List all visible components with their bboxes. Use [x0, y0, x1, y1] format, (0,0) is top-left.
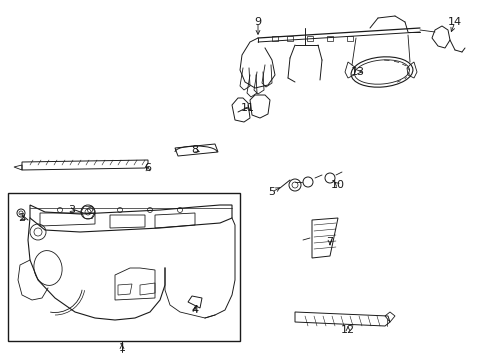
Text: 1: 1: [118, 343, 125, 353]
Text: 14: 14: [447, 17, 461, 27]
Bar: [346, 36, 352, 41]
Bar: [306, 36, 312, 41]
Text: 11: 11: [241, 103, 254, 113]
Bar: [8, 193, 240, 341]
Text: 8: 8: [191, 145, 198, 155]
Text: 4: 4: [191, 305, 198, 315]
Text: 3: 3: [68, 205, 75, 215]
Text: 13: 13: [350, 67, 364, 77]
Text: 10: 10: [330, 180, 345, 190]
Text: 12: 12: [340, 325, 354, 335]
Bar: [286, 36, 292, 41]
Text: 5: 5: [268, 187, 275, 197]
Text: 6: 6: [144, 163, 151, 173]
Text: 2: 2: [19, 213, 25, 223]
Text: 7: 7: [326, 237, 333, 247]
Text: 9: 9: [254, 17, 261, 27]
Bar: [326, 36, 332, 41]
Bar: [271, 36, 278, 41]
